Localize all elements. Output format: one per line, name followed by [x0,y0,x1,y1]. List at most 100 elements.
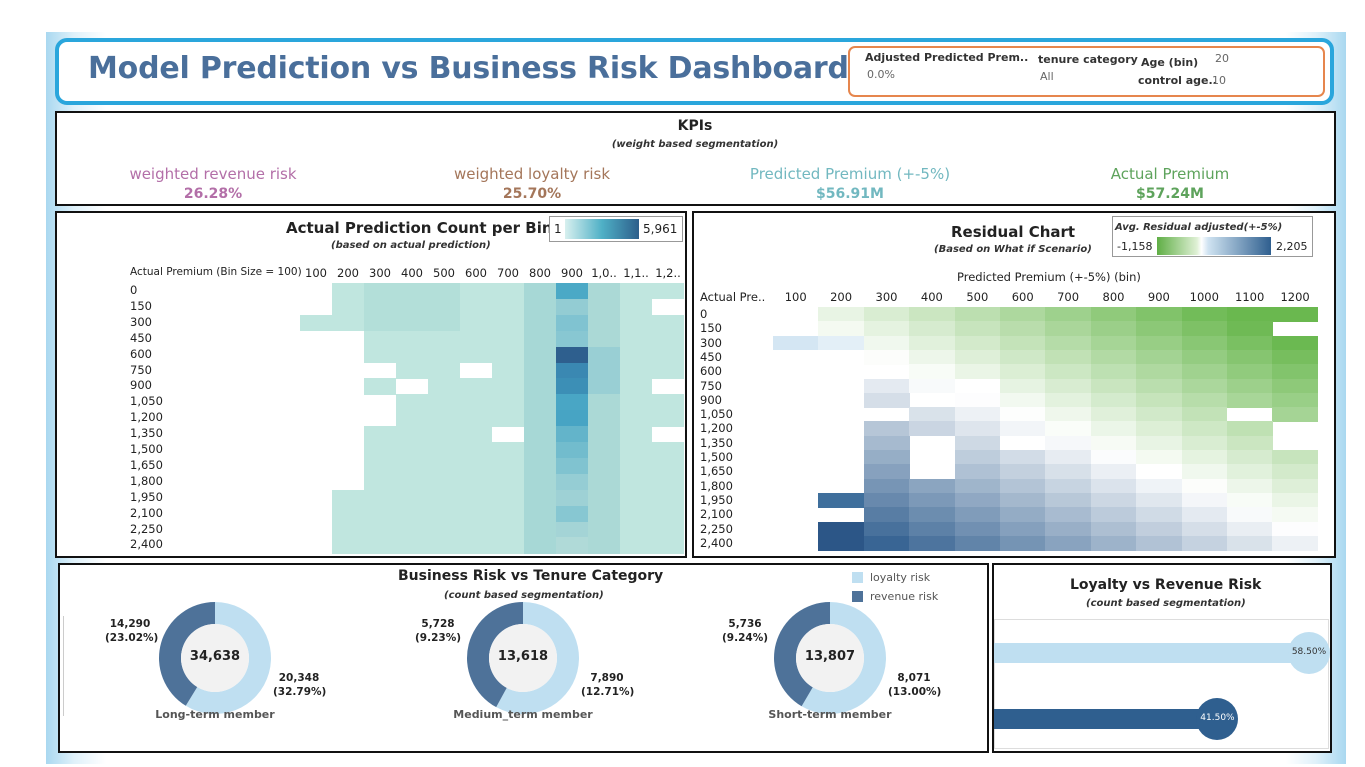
count-heatmap-cell[interactable] [588,362,620,379]
residual-heatmap-cell[interactable] [1136,407,1183,422]
count-heatmap-cell[interactable] [428,378,460,395]
count-heatmap-cell[interactable] [460,394,492,411]
count-heatmap-cell[interactable] [492,283,524,300]
count-heatmap-cell[interactable] [620,426,652,443]
residual-heatmap-cell[interactable] [1090,378,1137,394]
count-heatmap-cell[interactable] [428,442,460,459]
residual-heatmap-cell[interactable] [863,507,910,522]
residual-heatmap-cell[interactable] [1136,321,1183,337]
count-heatmap-cell[interactable] [492,442,524,459]
residual-heatmap-cell[interactable] [1227,507,1273,522]
count-heatmap-cell[interactable] [396,314,428,332]
count-heatmap-cell[interactable] [492,521,524,538]
count-heatmap-cell[interactable] [524,298,556,316]
count-heatmap-cell[interactable] [396,283,428,300]
count-heatmap-cell[interactable] [460,283,492,300]
count-heatmap-cell[interactable] [556,505,588,522]
residual-heatmap-cell[interactable] [1045,407,1092,422]
count-heatmap-cell[interactable] [428,489,460,507]
residual-heatmap-cell[interactable] [1227,464,1273,480]
count-heatmap-cell[interactable] [364,473,396,491]
residual-heatmap-cell[interactable] [1045,349,1092,365]
count-heatmap-cell[interactable] [428,362,460,379]
tenure-donut[interactable] [150,593,280,723]
residual-heatmap-cell[interactable] [1045,535,1092,551]
count-heatmap-cell[interactable] [620,298,652,316]
count-heatmap-cell[interactable] [588,537,620,554]
residual-heatmap-cell[interactable] [909,421,956,437]
residual-heatmap-cell[interactable] [1272,335,1319,351]
count-heatmap-cell[interactable] [620,330,652,348]
residual-heatmap-cell[interactable] [1045,335,1092,351]
count-heatmap-cell[interactable] [652,505,684,522]
count-heatmap-cell[interactable] [524,426,556,443]
risk-bar[interactable] [994,709,1218,729]
count-heatmap-cell[interactable] [364,489,396,507]
residual-heatmap-cell[interactable] [1090,507,1137,522]
count-heatmap-cell[interactable] [620,442,652,459]
residual-heatmap-cell[interactable] [1136,349,1183,365]
residual-heatmap-cell[interactable] [818,521,865,537]
residual-heatmap-cell[interactable] [1090,335,1137,351]
count-heatmap-cell[interactable] [396,537,428,554]
residual-heatmap-cell[interactable] [1136,464,1183,480]
count-heatmap-cell[interactable] [556,314,588,332]
residual-heatmap-cell[interactable] [1136,535,1183,551]
count-heatmap-cell[interactable] [652,489,684,507]
residual-heatmap-cell[interactable] [1272,378,1319,394]
residual-heatmap-cell[interactable] [954,492,1001,508]
count-heatmap-cell[interactable] [460,537,492,554]
residual-heatmap-cell[interactable] [909,492,956,508]
residual-heatmap-cell[interactable] [1000,478,1046,494]
count-heatmap-cell[interactable] [364,521,396,538]
count-heatmap-cell[interactable] [460,330,492,348]
residual-heatmap-cell[interactable] [1136,392,1183,408]
residual-heatmap-cell[interactable] [1136,335,1183,351]
count-heatmap-cell[interactable] [524,505,556,522]
count-heatmap-cell[interactable] [364,346,396,363]
residual-heatmap-cell[interactable] [1227,478,1273,494]
count-heatmap-cell[interactable] [524,362,556,379]
count-heatmap-cell[interactable] [364,442,396,459]
count-heatmap-cell[interactable] [364,314,396,332]
residual-heatmap-cell[interactable] [1045,364,1092,379]
count-heatmap-cell[interactable] [652,330,684,348]
count-heatmap-cell[interactable] [460,410,492,427]
count-heatmap-cell[interactable] [396,457,428,475]
count-heatmap-cell[interactable] [588,346,620,363]
residual-heatmap-cell[interactable] [1090,421,1137,437]
count-heatmap-cell[interactable] [396,298,428,316]
residual-heatmap-cell[interactable] [1136,378,1183,394]
residual-heatmap-cell[interactable] [1090,450,1137,465]
residual-heatmap-cell[interactable] [1090,492,1137,508]
residual-heatmap-cell[interactable] [1181,450,1228,465]
count-heatmap-cell[interactable] [524,521,556,538]
count-heatmap-cell[interactable] [460,457,492,475]
residual-heatmap-cell[interactable] [909,507,956,522]
count-heatmap-cell[interactable] [428,298,460,316]
residual-heatmap-cell[interactable] [1136,521,1183,537]
residual-heatmap-cell[interactable] [1045,321,1092,337]
count-heatmap-cell[interactable] [652,473,684,491]
count-heatmap-cell[interactable] [588,426,620,443]
residual-heatmap-cell[interactable] [909,335,956,351]
count-heatmap-cell[interactable] [588,457,620,475]
revenue-risk-slice[interactable] [158,602,215,706]
residual-heatmap-cell[interactable] [863,378,910,394]
residual-heatmap-cell[interactable] [1181,535,1228,551]
residual-heatmap-cell[interactable] [954,407,1001,422]
count-heatmap-cell[interactable] [332,314,364,332]
residual-heatmap-cell[interactable] [1045,378,1092,394]
count-heatmap-cell[interactable] [460,505,492,522]
count-heatmap-cell[interactable] [524,442,556,459]
residual-heatmap-cell[interactable] [1272,535,1319,551]
count-heatmap-cell[interactable] [588,521,620,538]
count-heatmap-cell[interactable] [524,457,556,475]
residual-heatmap-cell[interactable] [909,349,956,365]
residual-heatmap-cell[interactable] [1045,492,1092,508]
count-heatmap-cell[interactable] [620,473,652,491]
residual-heatmap-cell[interactable] [818,492,865,508]
count-heatmap-cell[interactable] [524,330,556,348]
count-heatmap-cell[interactable] [524,473,556,491]
count-heatmap-cell[interactable] [652,283,684,300]
